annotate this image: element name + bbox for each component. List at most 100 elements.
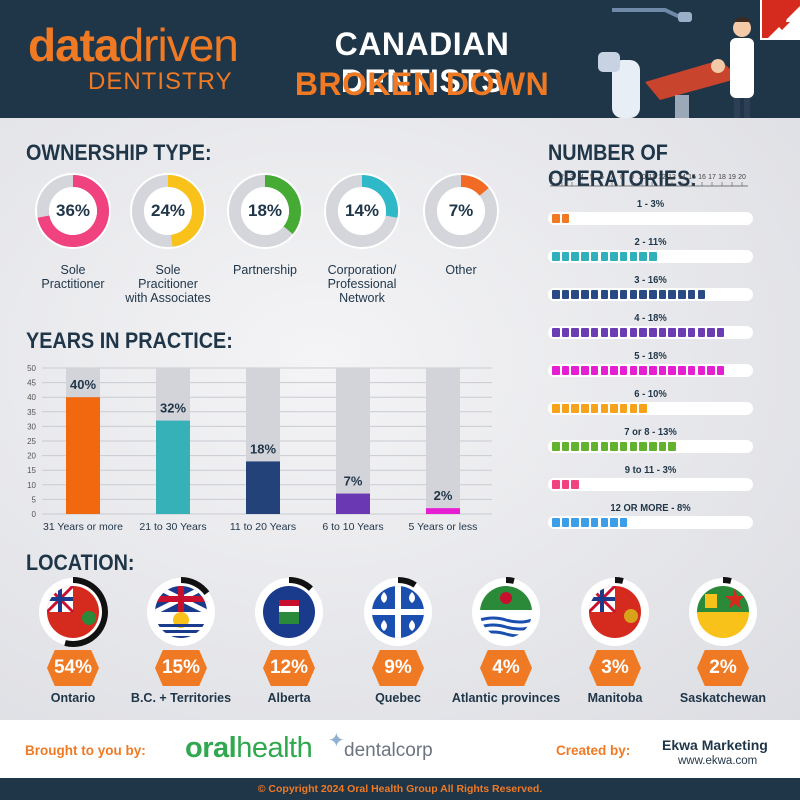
operatories-track [548,364,753,377]
operatories-ruler-label: 15 [688,174,696,181]
operatories-segment [629,290,638,299]
years-ytick: 40 [27,393,36,402]
operatories-row-label: 4 - 18% [634,312,667,324]
canada-flag-icon [760,0,800,40]
operatories-segment [600,404,608,413]
operatories-segment [658,442,667,451]
years-bar-track [426,368,460,514]
operatories-segment [649,290,657,299]
header: datadriven DENTISTRY CANADIAN DENTISTS B… [0,0,800,118]
ownership-arc [264,175,301,234]
dentist-chair-illustration-icon [598,0,800,118]
operatories-segment [716,328,725,337]
operatories-segment [561,252,570,261]
operatories-track [548,478,753,491]
location-arc [722,577,732,584]
operatories-segment [561,366,570,375]
ownership-title: OWNERSHIP TYPE: [26,140,212,165]
operatories-segment [571,328,579,337]
location-percent: 9% [372,650,424,686]
operatories-segment [552,366,560,375]
operatories-segment [697,290,705,299]
operatories-track [548,250,753,263]
years-category-label: 31 Years or more [43,521,123,533]
operatories-segment [610,290,618,299]
years-ytick: 5 [32,495,37,504]
operatories-segment [619,442,628,451]
logo-data-text: data [28,19,120,71]
operatories-segment [649,252,657,261]
operatories-ruler-label: 1 [550,174,554,181]
ownership-donut: 18% [224,170,306,252]
operatories-row-label: 6 - 10% [634,388,667,400]
location-name: Atlantic provinces [451,691,561,705]
operatories-segment [600,518,608,527]
ownership-donut: 14% [321,170,403,252]
alberta-flag-icon [253,576,325,648]
operatories-segment [561,480,570,489]
logo-driven-text: driven [118,19,239,71]
ekwa-url[interactable]: www.ekwa.com [678,755,758,767]
operatories-segment [590,252,599,261]
page-subtitle: BROKEN DOWN [294,66,550,102]
dentalcorp-logo: dentalcorp [344,740,433,761]
operatories-segment [658,290,667,299]
operatories-track [548,288,753,301]
operatories-segment [639,328,647,337]
operatories-segment [561,214,570,223]
location-arc [397,577,417,588]
operatories-segment [678,290,686,299]
operatories-segment [590,366,599,375]
operatories-row: 7 or 8 - 13% [548,426,753,453]
operatories-segment [639,290,647,299]
operatories-ruler-label: 7 [610,174,614,181]
years-bar [336,493,370,514]
operatories-segment [629,252,638,261]
location-item: 12% Alberta [234,576,344,705]
brought-by-label: Brought to you by: [25,743,146,758]
operatories-segment [590,442,599,451]
operatories-segment [571,404,579,413]
operatories-row: 2 - 11% [548,236,753,263]
years-category-label: 5 Years or less [409,521,478,533]
operatories-segment [561,518,570,527]
operatories-segment [649,328,657,337]
years-bar-label: 7% [344,474,363,489]
operatories-segment [639,404,647,413]
operatories-segment [707,328,715,337]
years-ytick: 25 [27,437,36,446]
operatories-ruler-label: 11 [648,174,655,181]
operatories-ruler-label: 5 [590,174,594,181]
operatories-segment [600,290,608,299]
ekwa-name: Ekwa Marketing [662,737,768,753]
years-bar-label: 18% [250,441,276,456]
location-name: Ontario [50,691,96,705]
operatories-segment [581,518,589,527]
location-arc [180,577,210,596]
operatories-segment [707,366,715,375]
location-percent: 3% [589,650,641,686]
ownership-label: Corporation/ Professional Network [327,263,397,305]
operatories-segment [590,290,599,299]
location-item: 2% Saskatchewan [668,576,778,705]
oral-text: oral [185,732,237,764]
operatories-segment [571,290,579,299]
location-arc [288,577,313,591]
years-bar-label: 40% [70,377,96,392]
ownership-donut: 7% [420,170,502,252]
ownership-item: 7% Other [406,170,516,278]
operatories-segment [697,328,705,337]
operatories-segment [716,366,725,375]
operatories-row-label: 2 - 11% [634,236,667,248]
years-title: YEARS IN PRACTICE: [26,328,233,353]
operatories-ruler-label: 8 [620,174,624,181]
operatories-segment [571,252,579,261]
location-arc [505,577,515,584]
ownership-label: Sole Pracitioner with Associates [125,263,211,305]
operatories-segment [678,366,686,375]
operatories-track [548,326,753,339]
page-title: CANADIAN DENTISTS [334,26,510,99]
operatories-ruler-label: 3 [570,174,574,181]
saskatchewan-flag-icon [687,576,759,648]
operatories-segment [658,328,667,337]
